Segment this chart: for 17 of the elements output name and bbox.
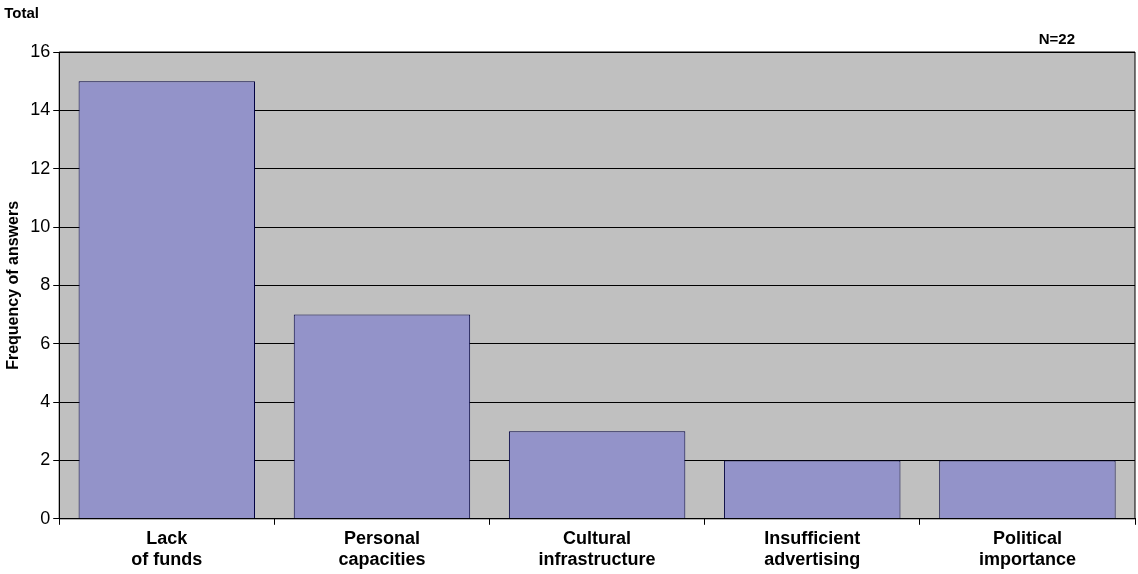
y-axis-title: Frequency of answers bbox=[4, 200, 22, 370]
x-tick-label: Personal capacities bbox=[338, 527, 426, 570]
x-tick-label: Lack of funds bbox=[131, 527, 203, 570]
x-tick-label: Insufficient advertising bbox=[764, 527, 861, 570]
x-tick-label: Political importance bbox=[978, 527, 1076, 570]
y-tick-label: 2 bbox=[40, 449, 51, 470]
y-tick-label: 12 bbox=[30, 157, 51, 178]
x-tick-label: Cultural infrastructure bbox=[538, 527, 656, 570]
y-tick-label: 8 bbox=[40, 274, 51, 295]
y-tick-label: 4 bbox=[40, 391, 51, 412]
y-tick-label: 16 bbox=[30, 40, 51, 61]
y-tick-label: 0 bbox=[40, 507, 51, 528]
text: Total bbox=[4, 4, 39, 22]
y-tick-label: 6 bbox=[40, 332, 51, 353]
text: N=22 bbox=[1038, 30, 1075, 48]
y-tick-label: 14 bbox=[30, 99, 51, 120]
y-tick-label: 10 bbox=[30, 216, 51, 237]
